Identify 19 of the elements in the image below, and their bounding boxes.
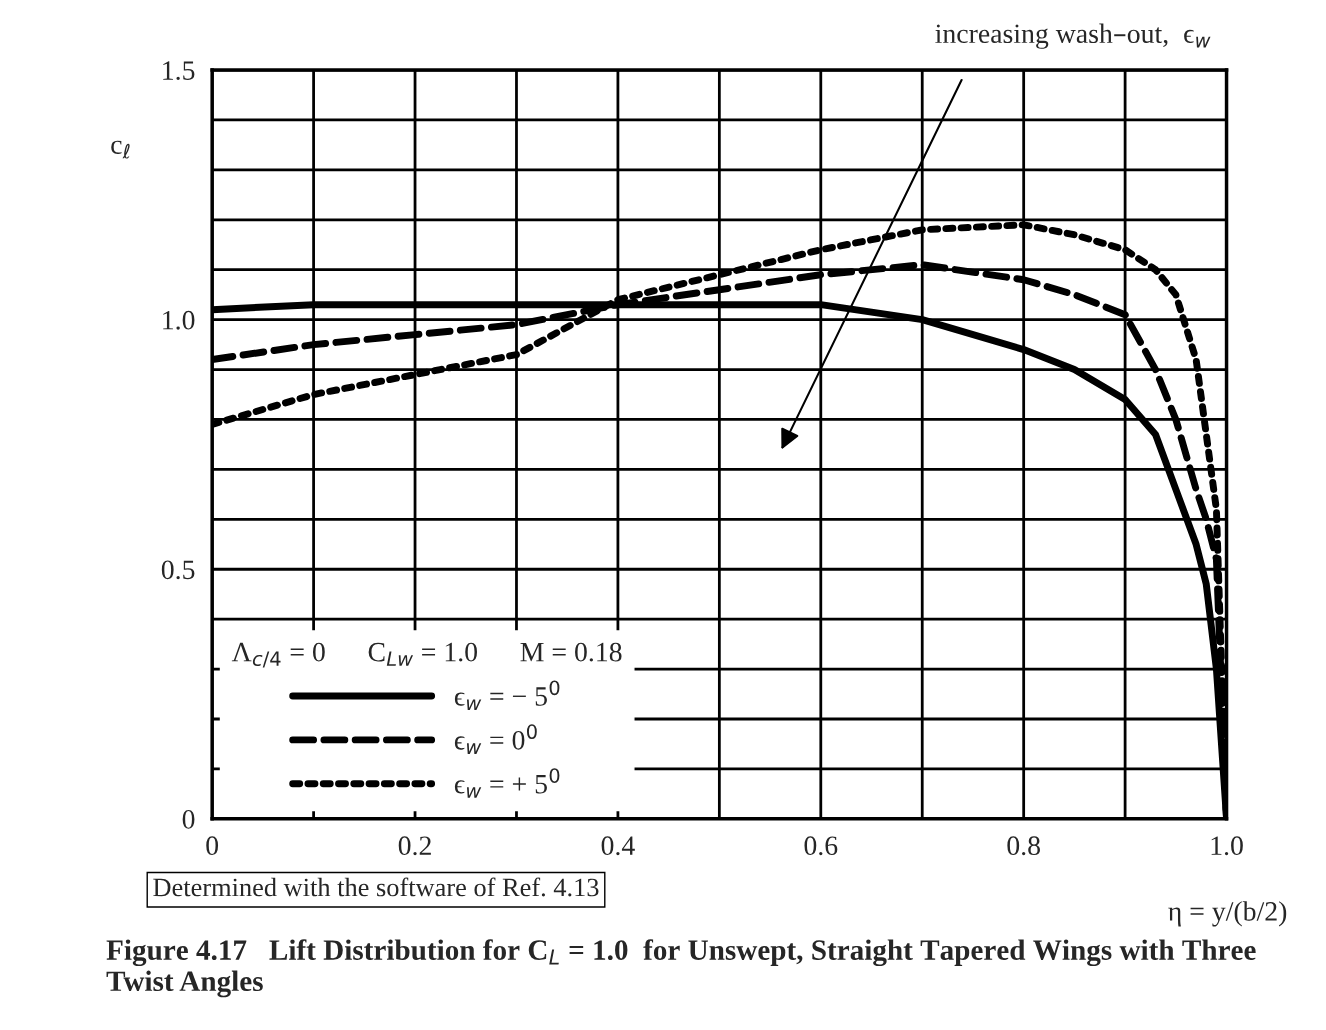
x-axis-title: η = y/(b/2) [1168, 901, 1287, 927]
legend-label: ϵ$_{w}$ = 0$^{0}$ [454, 724, 537, 754]
text: increasing wash–out, ϵ$_{w}$ [935, 23, 1211, 49]
y-tick-label: 1.5 [163, 61, 195, 81]
legend-label: ϵ$_{w}$ = − 5$^{0}$ [454, 680, 560, 711]
chart-title: Figure 4.17 Lift Distribution for C$_{L}$ = 1.0 for Unswept, Straight Tapered Wings with Three Twist Angles [106, 939, 1256, 998]
y-axis-title: c$_{ℓ}$ [111, 140, 130, 159]
legend-title: Λ$_{c/4}$ = 0 C$_{Lw}$ = 1.0 M = 0.18 [231, 642, 622, 668]
legend-label: ϵ$_{w}$ = + 5$^{0}$ [454, 768, 560, 798]
x-tick-label: 0.4 [601, 836, 635, 856]
x-tick-label: 1.0 [1211, 836, 1243, 856]
y-tick-label: 0.5 [161, 560, 195, 580]
text: Determined with the software of Ref. 4.13 [153, 877, 599, 897]
x-tick-label: 0 [206, 836, 219, 856]
y-tick-label: 0 [182, 810, 195, 829]
x-tick-label: 0.8 [1007, 836, 1040, 856]
y-tick-label: 1.0 [163, 310, 195, 330]
x-tick-label: 0.2 [398, 836, 431, 856]
x-tick-label: 0.6 [804, 836, 838, 856]
